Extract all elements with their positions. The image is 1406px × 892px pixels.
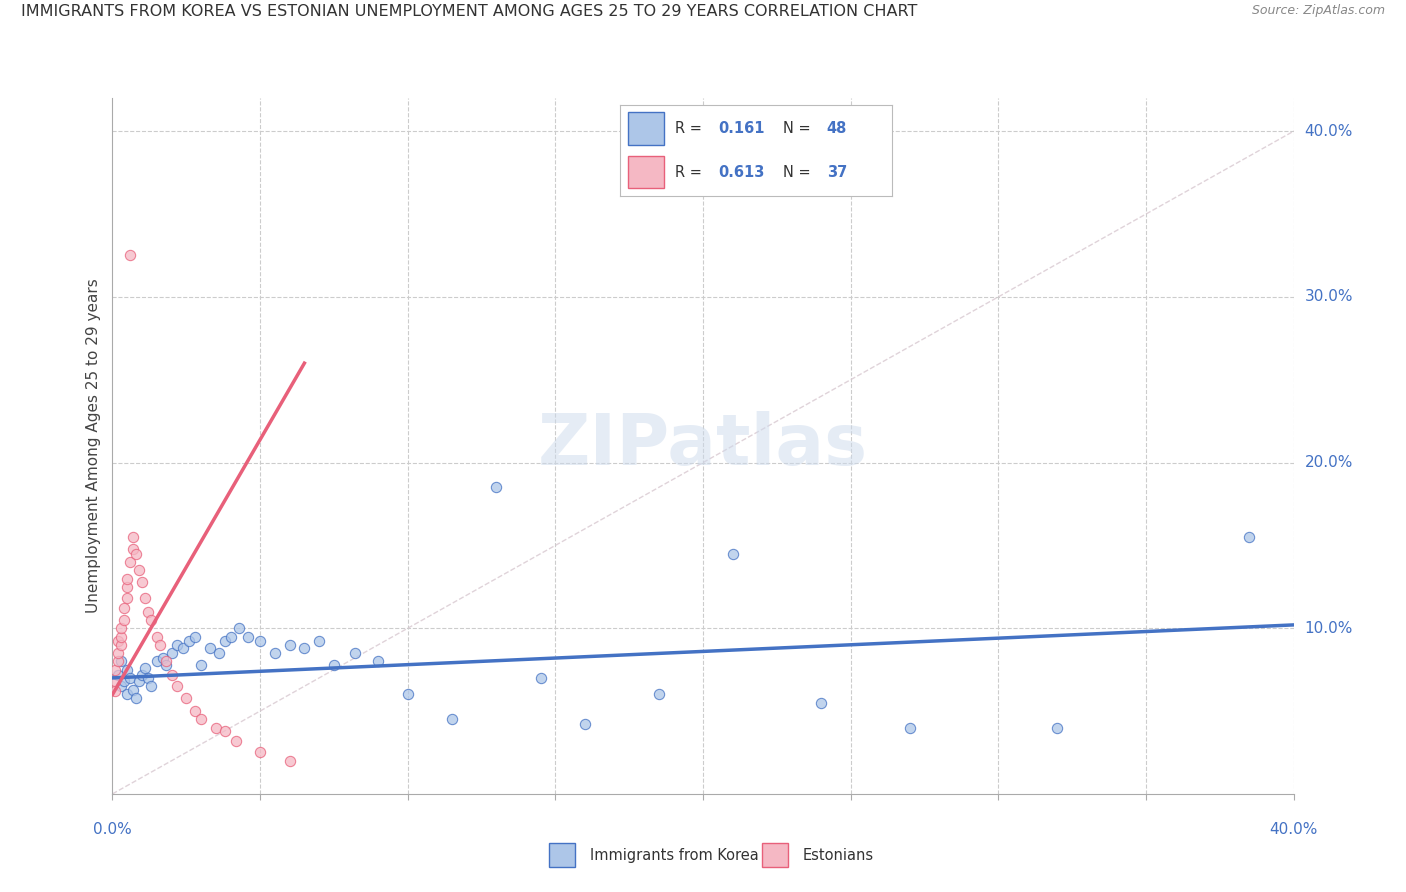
- Point: [174, 690, 197, 705]
- Point: [104, 684, 127, 698]
- Text: 10.0%: 10.0%: [1305, 621, 1353, 636]
- Point: [574, 717, 596, 731]
- Point: [117, 591, 138, 606]
- Point: [343, 646, 366, 660]
- Point: [166, 679, 188, 693]
- Point: [249, 746, 271, 760]
- Point: [249, 634, 271, 648]
- Text: 20.0%: 20.0%: [1305, 455, 1353, 470]
- Text: 0.0%: 0.0%: [93, 822, 132, 837]
- Point: [308, 634, 330, 648]
- Point: [146, 654, 169, 668]
- Point: [120, 671, 142, 685]
- Point: [134, 591, 156, 606]
- Point: [225, 734, 247, 748]
- Point: [110, 638, 132, 652]
- Point: [122, 530, 145, 544]
- Point: [898, 721, 921, 735]
- Point: [110, 630, 132, 644]
- Point: [441, 712, 464, 726]
- Point: [107, 654, 129, 668]
- Bar: [762, 843, 787, 867]
- Point: [214, 634, 236, 648]
- Point: [146, 630, 169, 644]
- Text: 40.0%: 40.0%: [1270, 822, 1317, 837]
- Point: [112, 674, 135, 689]
- Point: [184, 630, 207, 644]
- Point: [128, 674, 150, 689]
- Point: [120, 248, 142, 262]
- Point: [134, 661, 156, 675]
- Text: Estonians: Estonians: [803, 847, 873, 863]
- Point: [122, 541, 145, 556]
- Point: [1239, 530, 1261, 544]
- Text: Immigrants from Korea: Immigrants from Korea: [589, 847, 758, 863]
- Point: [172, 641, 194, 656]
- Point: [139, 613, 162, 627]
- Point: [721, 547, 744, 561]
- Point: [125, 547, 148, 561]
- Point: [219, 630, 242, 644]
- Point: [136, 605, 159, 619]
- Point: [155, 654, 177, 668]
- Point: [104, 674, 127, 689]
- Point: [160, 667, 183, 681]
- Point: [104, 663, 127, 677]
- Point: [529, 671, 551, 685]
- Point: [107, 646, 129, 660]
- Point: [485, 480, 508, 494]
- Text: Source: ZipAtlas.com: Source: ZipAtlas.com: [1251, 4, 1385, 18]
- Point: [112, 601, 135, 615]
- Point: [160, 646, 183, 660]
- Point: [128, 563, 150, 577]
- Point: [238, 630, 260, 644]
- Point: [1046, 721, 1069, 735]
- Point: [198, 641, 221, 656]
- Point: [396, 688, 419, 702]
- Point: [136, 671, 159, 685]
- Point: [117, 580, 138, 594]
- Point: [149, 638, 172, 652]
- Point: [367, 654, 389, 668]
- Point: [228, 621, 250, 635]
- Point: [112, 613, 135, 627]
- Point: [190, 657, 212, 672]
- Point: [122, 682, 145, 697]
- Point: [110, 679, 132, 693]
- Point: [292, 641, 315, 656]
- Point: [323, 657, 346, 672]
- Point: [107, 634, 129, 648]
- Point: [179, 634, 201, 648]
- Point: [155, 657, 177, 672]
- Point: [131, 574, 153, 589]
- Point: [110, 621, 132, 635]
- Point: [117, 572, 138, 586]
- Text: 40.0%: 40.0%: [1305, 124, 1353, 139]
- Point: [107, 667, 129, 681]
- Bar: [550, 843, 575, 867]
- Text: ZIPatlas: ZIPatlas: [538, 411, 868, 481]
- Point: [205, 721, 228, 735]
- Point: [117, 688, 138, 702]
- Point: [208, 646, 231, 660]
- Point: [110, 654, 132, 668]
- Point: [647, 688, 671, 702]
- Point: [152, 651, 174, 665]
- Text: 30.0%: 30.0%: [1305, 289, 1353, 304]
- Point: [184, 704, 207, 718]
- Point: [131, 667, 153, 681]
- Point: [214, 723, 236, 738]
- Y-axis label: Unemployment Among Ages 25 to 29 years: Unemployment Among Ages 25 to 29 years: [86, 278, 101, 614]
- Point: [278, 754, 301, 768]
- Point: [190, 712, 212, 726]
- Point: [117, 663, 138, 677]
- Point: [810, 696, 832, 710]
- Point: [139, 679, 162, 693]
- Point: [125, 690, 148, 705]
- Point: [166, 638, 188, 652]
- Point: [120, 555, 142, 569]
- Point: [278, 638, 301, 652]
- Text: IMMIGRANTS FROM KOREA VS ESTONIAN UNEMPLOYMENT AMONG AGES 25 TO 29 YEARS CORRELA: IMMIGRANTS FROM KOREA VS ESTONIAN UNEMPL…: [21, 4, 918, 20]
- Point: [264, 646, 287, 660]
